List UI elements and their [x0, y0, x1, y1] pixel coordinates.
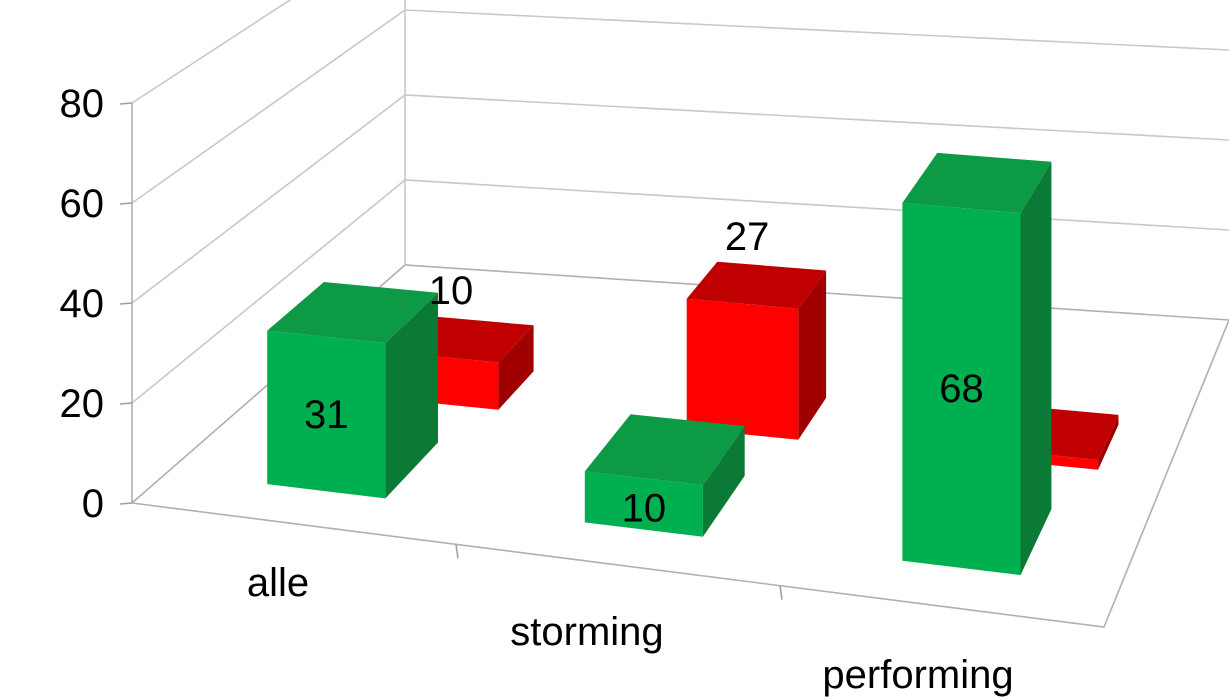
y-tick-mark-80: [119, 102, 133, 105]
bar-side-face: [498, 325, 534, 410]
bar-side-face: [1020, 161, 1052, 576]
bar-front-face: [902, 202, 1021, 576]
x-category-label-performing: performing: [822, 653, 1013, 697]
x-tick-mark-1: [455, 544, 459, 559]
bars-front-row: [267, 152, 1052, 576]
data-label-performing-green: 68: [939, 367, 984, 411]
y-tick-mark-20: [119, 402, 133, 405]
bar-top-face: [584, 414, 745, 486]
gridline-40: [131, 94, 1229, 304]
gridline-60: [131, 9, 1229, 204]
x-tick-mark-2: [779, 585, 783, 600]
bar-side-face: [1098, 414, 1119, 470]
bar-storming-green: [584, 414, 745, 537]
y-tick-label-20: 20: [60, 382, 105, 426]
bar-side-face: [798, 270, 827, 440]
bar-alle-green: [267, 282, 438, 499]
bar-top-face: [902, 152, 1052, 214]
bar-side-face: [385, 292, 438, 499]
bar-top-face: [686, 261, 827, 309]
labels: 0 20 40 60 80 alle storming performing 10 27 31 10 6…: [60, 82, 1014, 697]
data-label-alle-green: 31: [304, 393, 349, 437]
data-label-alle-red: 10: [429, 269, 474, 313]
bar-front-face: [267, 330, 386, 499]
y-tick-label-60: 60: [60, 182, 105, 226]
data-label-storming-red: 27: [725, 215, 770, 259]
axes: [119, 0, 1229, 628]
x-category-label-alle: alle: [247, 561, 309, 605]
y-tick-mark-40: [119, 302, 133, 305]
y-tick-label-80: 80: [60, 82, 105, 126]
bar-performing-green: [902, 152, 1052, 576]
y-tick-label-0: 0: [82, 482, 104, 526]
y-tick-mark-60: [119, 202, 133, 205]
bar-storming-red: [686, 261, 827, 440]
bar-top-face: [267, 282, 438, 344]
bar-front-face: [686, 298, 799, 440]
gridline-80: [131, 0, 292, 104]
bar-front-face: [584, 471, 703, 537]
data-label-storming-green: 10: [622, 487, 667, 531]
y-tick-mark-0: [119, 502, 133, 505]
y-tick-label-40: 40: [60, 282, 105, 326]
x-category-label-storming: storming: [510, 610, 663, 654]
bar-side-face: [702, 426, 745, 537]
